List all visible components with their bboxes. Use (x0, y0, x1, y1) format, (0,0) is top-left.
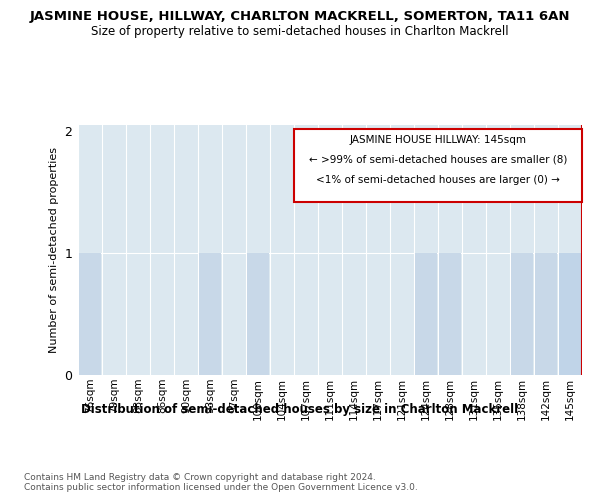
Text: ← >99% of semi-detached houses are smaller (8): ← >99% of semi-detached houses are small… (309, 155, 567, 165)
Text: JASMINE HOUSE, HILLWAY, CHARLTON MACKRELL, SOMERTON, TA11 6AN: JASMINE HOUSE, HILLWAY, CHARLTON MACKREL… (30, 10, 570, 23)
Bar (511, 253, 533, 375)
Text: Distribution of semi-detached houses by size in Charlton Mackrell: Distribution of semi-detached houses by … (82, 402, 518, 415)
Bar (415, 253, 437, 375)
Bar (559, 253, 581, 375)
Bar (439, 253, 461, 375)
Bar (247, 253, 269, 375)
Bar (79, 253, 101, 375)
Text: <1% of semi-detached houses are larger (0) →: <1% of semi-detached houses are larger (… (316, 175, 560, 185)
Text: Size of property relative to semi-detached houses in Charlton Mackrell: Size of property relative to semi-detach… (91, 25, 509, 38)
Text: Contains HM Land Registry data © Crown copyright and database right 2024.
Contai: Contains HM Land Registry data © Crown c… (24, 473, 418, 492)
Bar (199, 253, 221, 375)
Text: JASMINE HOUSE HILLWAY: 145sqm: JASMINE HOUSE HILLWAY: 145sqm (349, 134, 527, 144)
Bar (535, 253, 557, 375)
Y-axis label: Number of semi-detached properties: Number of semi-detached properties (49, 147, 59, 353)
